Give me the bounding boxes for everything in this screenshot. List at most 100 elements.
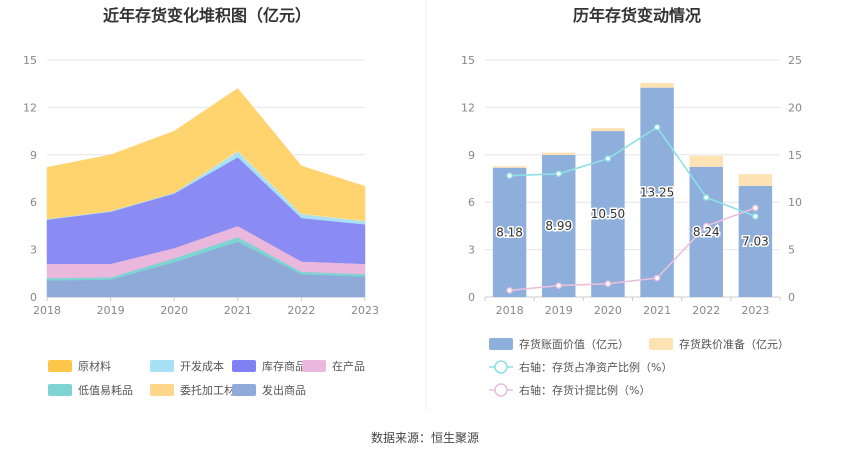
legend-label-低值易耗品: 低值易耗品 bbox=[78, 384, 133, 397]
left-x-tick-label: 2022 bbox=[287, 304, 315, 317]
right-x-tick-label: 2019 bbox=[545, 304, 573, 317]
right-x-ticks: 2018 2019 2020 2021 2022 2023 bbox=[484, 297, 781, 317]
bar-impairment-reserve bbox=[738, 174, 773, 186]
legend-swatch-库存商品 bbox=[232, 360, 256, 372]
legend-marker-1 bbox=[494, 360, 508, 374]
right-left-y-tick-label: 0 bbox=[468, 291, 475, 304]
line-point-2 bbox=[653, 274, 661, 282]
line-point-1 bbox=[653, 124, 661, 131]
area-原材料 bbox=[46, 88, 366, 221]
right-left-y-tick-label: 12 bbox=[461, 101, 475, 114]
bar-book-value bbox=[738, 185, 773, 297]
line-series-2 bbox=[509, 207, 756, 292]
right-bars bbox=[492, 82, 773, 298]
legend-label-line-1: 右轴：存货占净资产比例（%） bbox=[519, 360, 672, 374]
right-y-ticks: 0 3 6 9 12 15 0 5 10 15 20 25 bbox=[461, 54, 802, 304]
line-point-1 bbox=[506, 172, 513, 179]
left-y-tick-label: 15 bbox=[23, 54, 37, 67]
line-point-1 bbox=[752, 213, 759, 220]
legend-label-开发成本: 开发成本 bbox=[180, 359, 224, 373]
left-x-tick-label: 2021 bbox=[224, 304, 252, 317]
line-point-2 bbox=[702, 222, 710, 230]
right-right-y-tick-label: 10 bbox=[788, 196, 802, 209]
left-x-ticks: 2018 2019 2020 2021 2022 2023 bbox=[33, 297, 379, 317]
legend-swatch-book-value bbox=[489, 338, 513, 350]
bar-impairment-reserve bbox=[492, 166, 527, 168]
legend-label-book-value: 存货账面价值（亿元） bbox=[519, 337, 629, 351]
line-point-2 bbox=[752, 204, 759, 212]
left-y-ticks: 0 3 6 9 12 15 bbox=[23, 54, 37, 304]
left-x-tick-label: 2023 bbox=[351, 304, 379, 317]
bar-impairment-reserve bbox=[689, 155, 723, 167]
right-lines bbox=[506, 124, 759, 294]
legend-label-发出商品: 发出商品 bbox=[262, 383, 306, 397]
left-y-tick-label: 0 bbox=[30, 291, 37, 304]
line-series-1 bbox=[509, 126, 756, 218]
bar-value-label: 8.18 bbox=[496, 225, 523, 239]
legend-marker-2 bbox=[494, 383, 508, 397]
right-x-tick-label: 2023 bbox=[741, 304, 769, 317]
right-right-y-tick-label: 15 bbox=[788, 149, 802, 162]
right-grid bbox=[485, 59, 780, 298]
legend-label-库存商品: 库存商品 bbox=[262, 359, 306, 373]
right-x-tick-label: 2022 bbox=[692, 304, 720, 317]
legend-label-reserve: 存货跌价准备（亿元） bbox=[679, 337, 789, 351]
bar-book-value bbox=[640, 87, 674, 298]
legend-label-原材料: 原材料 bbox=[78, 359, 111, 373]
bar-book-value bbox=[542, 154, 576, 297]
legend-swatch-开发成本 bbox=[150, 360, 174, 372]
legend-label-在产品: 在产品 bbox=[332, 359, 365, 373]
line-point-2 bbox=[506, 287, 513, 294]
bar-impairment-reserve bbox=[542, 152, 576, 155]
bar-book-value bbox=[492, 167, 527, 297]
right-left-y-tick-label: 6 bbox=[468, 196, 475, 209]
left-y-tick-label: 3 bbox=[30, 244, 37, 257]
left-y-tick-label: 6 bbox=[30, 196, 37, 209]
bar-value-label: 13.25 bbox=[640, 185, 674, 199]
bar-book-value bbox=[689, 166, 723, 297]
legend-swatch-低值易耗品 bbox=[48, 384, 72, 396]
line-point-1 bbox=[555, 170, 563, 178]
right-x-tick-label: 2021 bbox=[643, 304, 671, 317]
bar-value-label: 8.99 bbox=[545, 219, 572, 233]
right-right-y-tick-label: 5 bbox=[788, 244, 795, 257]
line-point-1 bbox=[604, 155, 612, 162]
right-left-y-tick-label: 3 bbox=[468, 244, 475, 257]
right-right-y-tick-label: 0 bbox=[788, 291, 795, 304]
right-right-y-tick-label: 20 bbox=[788, 101, 802, 114]
right-left-y-tick-label: 15 bbox=[461, 54, 475, 67]
right-x-tick-label: 2018 bbox=[496, 304, 524, 317]
left-x-tick-label: 2020 bbox=[160, 304, 188, 317]
bar-value-label: 10.50 bbox=[591, 207, 625, 221]
legend-swatch-委托加工材料 bbox=[150, 384, 174, 396]
legend-label-line-2: 右轴：存货计提比例（%） bbox=[519, 383, 650, 397]
legend-swatch-reserve bbox=[649, 338, 673, 350]
legend-swatch-发出商品 bbox=[232, 384, 256, 396]
right-chart-title: 历年存货变动情况 bbox=[573, 6, 701, 25]
right-bar-labels: 8.18 8.99 10.50 13.25 8.24 7.03 bbox=[495, 184, 771, 250]
bar-impairment-reserve bbox=[640, 82, 674, 88]
source-label: 数据来源：恒生聚源 bbox=[371, 430, 479, 445]
legend-swatch-原材料 bbox=[48, 360, 72, 372]
bar-value-label: 8.24 bbox=[693, 225, 720, 239]
line-point-1 bbox=[702, 194, 710, 201]
right-legend: 存货账面价值（亿元） 存货跌价准备（亿元） 右轴：存货占净资产比例（%） 右轴：存货计… bbox=[489, 337, 789, 397]
left-x-tick-label: 2018 bbox=[33, 304, 61, 317]
bar-impairment-reserve bbox=[591, 127, 625, 132]
left-y-tick-label: 12 bbox=[23, 101, 37, 114]
bar-line-chart: 历年存货变动情况 8.18 8.99 10.50 13.25 8.24 7.03 0 3 6 9… bbox=[461, 6, 802, 397]
legend-label-委托加工材料: 委托加工材料 bbox=[180, 383, 246, 397]
legend-swatch-在产品 bbox=[302, 360, 326, 372]
line-point-2 bbox=[604, 280, 612, 288]
bar-value-label: 7.03 bbox=[742, 234, 769, 248]
left-chart-title: 近年存货变化堆积图（亿元） bbox=[103, 6, 311, 25]
right-x-tick-label: 2020 bbox=[594, 304, 622, 317]
line-point-2 bbox=[555, 282, 563, 289]
left-x-tick-label: 2019 bbox=[97, 304, 125, 317]
left-y-tick-label: 9 bbox=[30, 149, 37, 162]
right-left-y-tick-label: 9 bbox=[468, 149, 475, 162]
right-right-y-tick-label: 25 bbox=[788, 54, 802, 67]
left-areas bbox=[46, 88, 366, 298]
